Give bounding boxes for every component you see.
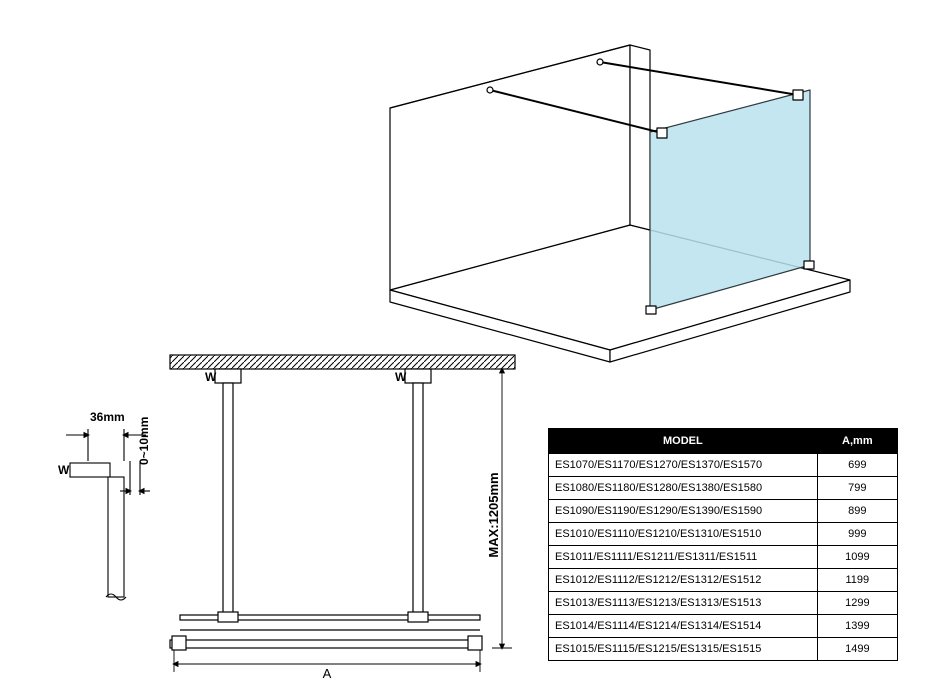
cell-amm: 899 [817, 500, 897, 523]
cell-amm: 1099 [817, 546, 897, 569]
table-row: ES1090/ES1190/ES1290/ES1390/ES1590899 [549, 500, 898, 523]
cell-amm: 799 [817, 477, 897, 500]
cell-model: ES1010/ES1110/ES1210/ES1310/ES1510 [549, 523, 818, 546]
cell-model: ES1015/ES1115/ES1215/ES1315/ES1515 [549, 638, 818, 661]
table-row: ES1014/ES1114/ES1214/ES1314/ES15141399 [549, 615, 898, 638]
detail-36: 36mm [90, 410, 125, 424]
table-row: ES1013/ES1113/ES1213/ES1313/ES15131299 [549, 592, 898, 615]
model-table: MODEL A,mm ES1070/ES1170/ES1270/ES1370/E… [548, 428, 898, 661]
cell-amm: 1499 [817, 638, 897, 661]
col-amm: A,mm [817, 429, 897, 454]
table-row: ES1010/ES1110/ES1210/ES1310/ES1510999 [549, 523, 898, 546]
cell-model: ES1080/ES1180/ES1280/ES1380/ES1580 [549, 477, 818, 500]
w-label-left: W [205, 370, 217, 384]
w-label-right: W [395, 370, 407, 384]
col-model: MODEL [549, 429, 818, 454]
detail-view: W 36mm 0~10mm [30, 395, 190, 605]
detail-adjust: 0~10mm [137, 417, 151, 465]
cell-model: ES1013/ES1113/ES1213/ES1313/ES1513 [549, 592, 818, 615]
detail-w: W [58, 463, 70, 477]
cell-model: ES1012/ES1112/ES1212/ES1312/ES1512 [549, 569, 818, 592]
cell-model: ES1070/ES1170/ES1270/ES1370/ES1570 [549, 454, 818, 477]
height-label: MAX:1205mm [486, 472, 501, 557]
table-header-row: MODEL A,mm [549, 429, 898, 454]
cell-amm: 1199 [817, 569, 897, 592]
width-label: A [323, 666, 332, 680]
table-row: ES1080/ES1180/ES1280/ES1380/ES1580799 [549, 477, 898, 500]
table-row: ES1015/ES1115/ES1215/ES1315/ES15151499 [549, 638, 898, 661]
cell-amm: 699 [817, 454, 897, 477]
cell-amm: 1299 [817, 592, 897, 615]
table-row: ES1070/ES1170/ES1270/ES1370/ES1570699 [549, 454, 898, 477]
cell-amm: 1399 [817, 615, 897, 638]
cell-model: ES1014/ES1114/ES1214/ES1314/ES1514 [549, 615, 818, 638]
cell-amm: 999 [817, 523, 897, 546]
cell-model: ES1011/ES1111/ES1211/ES1311/ES1511 [549, 546, 818, 569]
table-row: ES1011/ES1111/ES1211/ES1311/ES15111099 [549, 546, 898, 569]
iso-view [350, 10, 890, 370]
table-row: ES1012/ES1112/ES1212/ES1312/ES15121199 [549, 569, 898, 592]
cell-model: ES1090/ES1190/ES1290/ES1390/ES1590 [549, 500, 818, 523]
table-body: ES1070/ES1170/ES1270/ES1370/ES1570699ES1… [549, 454, 898, 661]
front-view: W W MAX:1205mm A [160, 350, 540, 680]
